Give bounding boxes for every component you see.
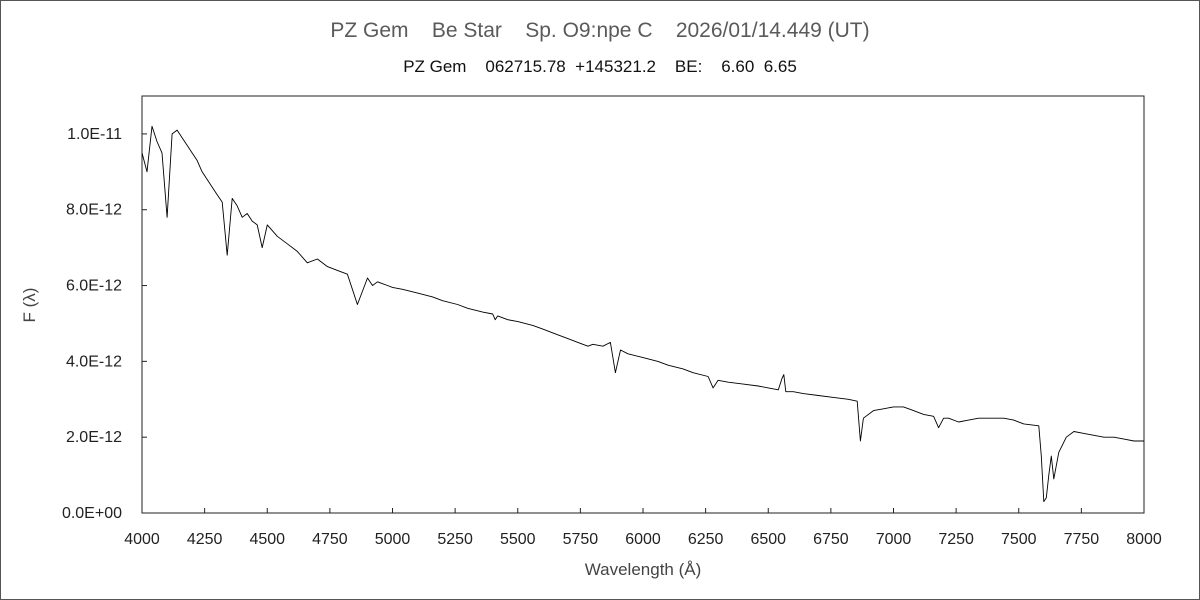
plot-area-border xyxy=(141,95,1145,514)
x-tick-label: 7750 xyxy=(1064,531,1100,548)
x-tick-label: 4250 xyxy=(187,531,223,548)
x-tick-label: 6000 xyxy=(625,531,661,548)
x-axis: 4000 4250 4500 4750 5000 5250 5500 5750 6000 6250… xyxy=(124,508,1162,548)
y-tick-label: 4.0E-12 xyxy=(66,353,122,370)
y-axis-title: F (λ) xyxy=(20,288,39,323)
x-tick-label: 5750 xyxy=(563,531,599,548)
x-axis-title: Wavelength (Å) xyxy=(585,560,702,579)
y-tick-label: 6.0E-12 xyxy=(66,278,122,295)
y-tick-label: 2.0E-12 xyxy=(66,429,122,446)
x-tick-label: 4750 xyxy=(312,531,348,548)
x-tick-label: 4500 xyxy=(249,531,285,548)
chart-subtitle: PZ Gem 062715.78 +145321.2 BE: 6.60 6.65 xyxy=(403,57,797,76)
x-tick-label: 7250 xyxy=(938,531,974,548)
chart-title: PZ Gem Be Star Sp. O9:npe C 2026/01/14.4… xyxy=(330,19,870,42)
y-axis: 0.0E+00 2.0E-12 4.0E-12 6.0E-12 8.0E-12 1.0E-… xyxy=(62,126,147,522)
x-tick-label: 7500 xyxy=(1001,531,1037,548)
x-tick-label: 8000 xyxy=(1126,531,1162,548)
x-tick-label: 5250 xyxy=(437,531,473,548)
x-tick-label: 5000 xyxy=(375,531,411,548)
x-tick-label: 4000 xyxy=(124,531,160,548)
y-tick-label: 8.0E-12 xyxy=(66,202,122,219)
x-tick-label: 6500 xyxy=(750,531,786,548)
x-tick-label: 7000 xyxy=(876,531,912,548)
y-tick-label: 1.0E-11 xyxy=(67,126,122,143)
x-tick-label: 5500 xyxy=(500,531,536,548)
y-tick-label: 0.0E+00 xyxy=(62,505,122,522)
x-tick-label: 6250 xyxy=(688,531,724,548)
x-tick-label: 6750 xyxy=(813,531,849,548)
spectrum-series-line xyxy=(141,125,1144,503)
